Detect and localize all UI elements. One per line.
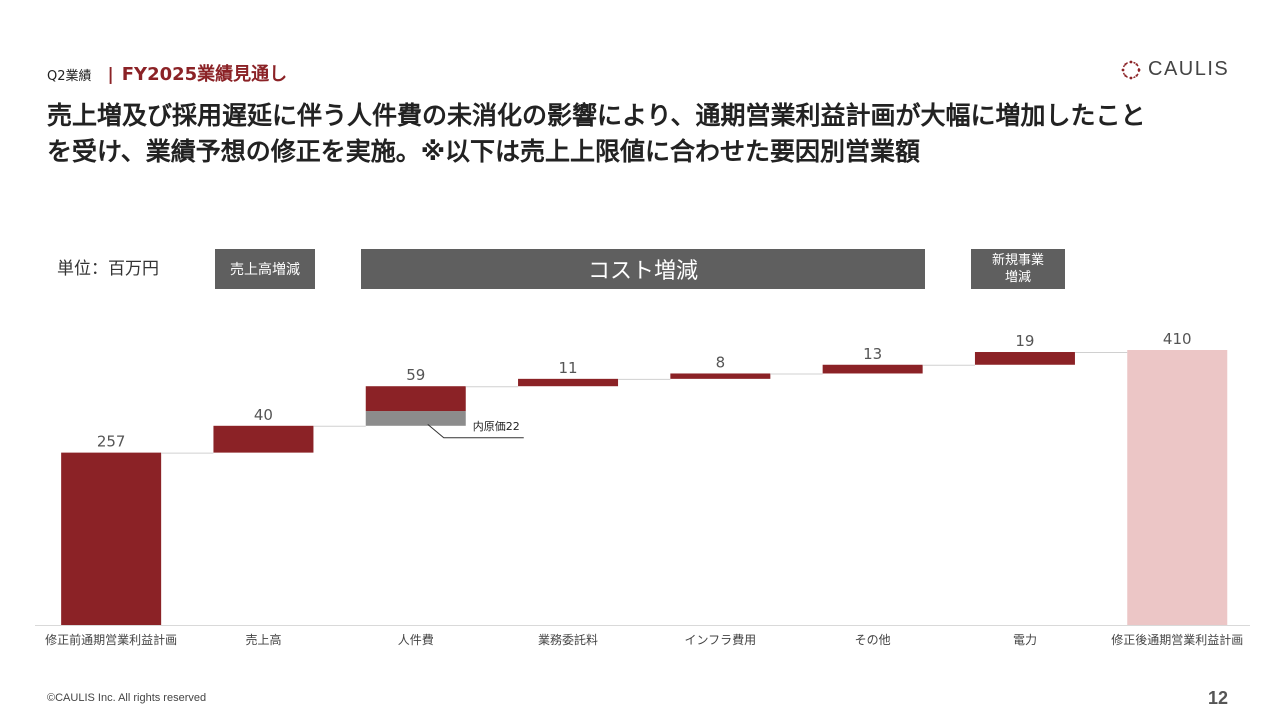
category-label-0: 修正前通期営業利益計画: [45, 632, 177, 647]
bar-3: [518, 378, 619, 387]
breadcrumb: Q2業績 | FY2025業績見通し: [47, 60, 287, 86]
group-label-new-business-line1: 新規事業: [991, 253, 1044, 268]
bar-1: [213, 425, 314, 453]
bar-4: [670, 373, 771, 379]
data-label-3: 11: [559, 359, 578, 377]
page-title: FY2025業績見通し: [121, 64, 288, 85]
category-label-4: インフラ費用: [685, 632, 757, 647]
caulis-logo-icon: [1121, 60, 1141, 79]
unit-label: 単位：百万円: [57, 259, 159, 279]
page-number: 12: [1208, 688, 1229, 708]
group-label-new-business: 新規事業 増減: [971, 249, 1065, 289]
bar-sub-segment: [365, 411, 466, 426]
headline-line-2: を受け、業績予想の修正を実施。※以下は売上上限値に合わせた要因別営業額: [47, 137, 921, 166]
breadcrumb-section: Q2業績: [47, 69, 92, 84]
data-label-7: 410: [1163, 330, 1192, 348]
data-label-6: 19: [1015, 332, 1034, 350]
company-logo: CAULIS: [1120, 58, 1229, 81]
category-label-2: 人件費: [398, 632, 434, 647]
waterfall-chart: 257 修正前通期営業利益計画 40 売上高 内原価22 59 人件費 11 業務委託料 8 インフ…: [35, 330, 1250, 647]
bar-6: [974, 352, 1075, 365]
data-label-2: 59: [406, 366, 425, 384]
data-label-5: 13: [863, 345, 882, 363]
category-label-3: 業務委託料: [538, 632, 598, 647]
sub-segment-callout-line: [427, 424, 524, 439]
category-label-5: その他: [855, 633, 891, 647]
breadcrumb-separator: |: [107, 65, 114, 85]
headline: 売上増及び採用遅延に伴う人件費の未消化の影響により、通期営業利益計画が大幅に増加…: [47, 98, 1237, 170]
group-label-sales: 売上高増減: [215, 249, 315, 289]
logo-text: CAULIS: [1148, 58, 1230, 80]
data-label-1: 40: [254, 406, 273, 424]
copyright: ©CAULIS Inc. All rights reserved: [47, 692, 207, 704]
category-label-1: 売上高: [245, 632, 281, 647]
bar-5: [822, 364, 923, 374]
data-label-0: 257: [97, 433, 126, 451]
group-label-new-business-line2: 増減: [1004, 270, 1031, 285]
category-label-6: 電力: [1013, 633, 1037, 647]
group-label-cost: コスト増減: [361, 249, 925, 289]
sub-segment-label: 内原価22: [473, 419, 520, 433]
data-label-4: 8: [716, 353, 726, 371]
bar-2: [365, 386, 466, 412]
category-label-7: 修正後通期営業利益計画: [1111, 632, 1243, 647]
bar-0: [61, 452, 162, 625]
headline-line-1: 売上増及び採用遅延に伴う人件費の未消化の影響により、通期営業利益計画が大幅に増加…: [47, 101, 1146, 130]
bar-7: [1127, 350, 1228, 625]
